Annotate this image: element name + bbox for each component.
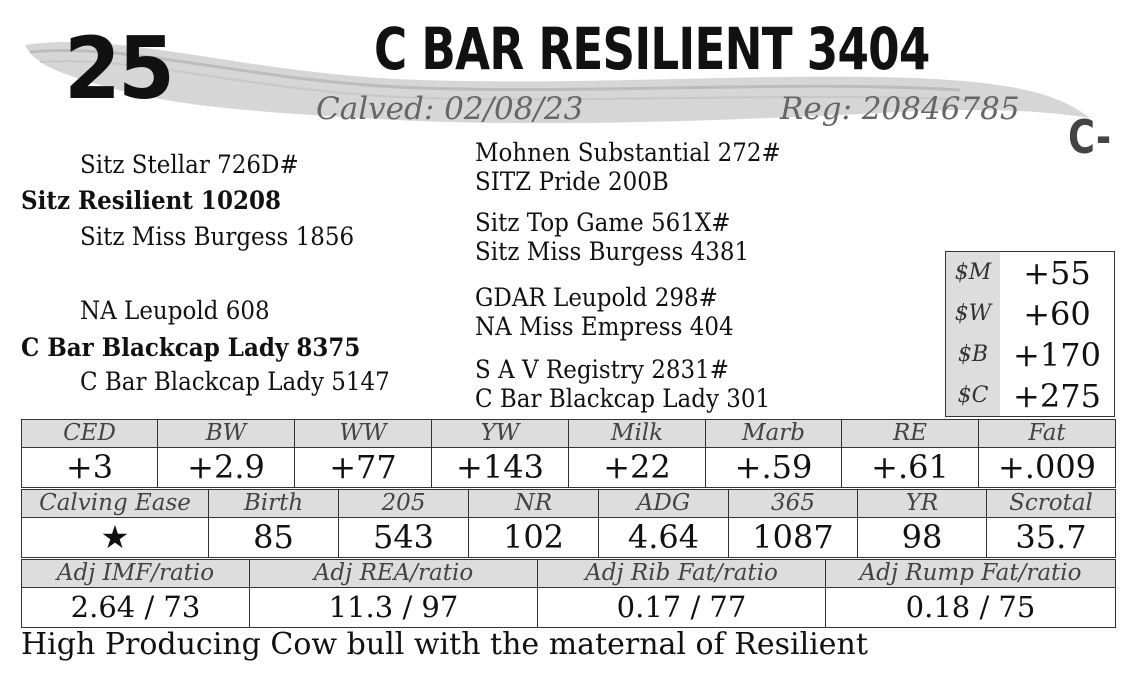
grade-badge: C-: [1068, 110, 1112, 164]
ultrasound-header: Adj REA/ratio: [249, 559, 538, 588]
performance-header: Scrotal: [986, 489, 1116, 518]
great-granddam-2: Sitz Miss Burgess 4381: [475, 237, 750, 266]
performance-header: Birth: [208, 489, 339, 518]
ultrasound-header: Adj Rib Fat/ratio: [537, 559, 826, 588]
ultrasound-value: 2.64 / 73: [21, 587, 250, 628]
epd-header: RE: [841, 419, 979, 448]
index-value: +275: [1013, 376, 1101, 415]
dam: C Bar Blackcap Lady 8375: [21, 333, 361, 362]
great-granddam-4: C Bar Blackcap Lady 301: [475, 384, 771, 413]
performance-value: 35.7: [986, 517, 1116, 558]
ultrasound-header: Adj Rump Fat/ratio: [825, 559, 1116, 588]
great-granddam-1: SITZ Pride 200B: [475, 167, 669, 196]
epd-header: CED: [21, 419, 158, 448]
index-value: +55: [1023, 253, 1091, 292]
registration-number: Reg: 20846785: [780, 91, 1020, 127]
great-grandsire-1: Mohnen Substantial 272#: [475, 138, 781, 167]
index-label: $B: [946, 334, 1000, 375]
index-row: $C +275: [946, 375, 1114, 416]
epd-header: Milk: [568, 419, 706, 448]
epd-value: +.59: [705, 447, 842, 488]
calved-date: Calved: 02/08/23: [316, 91, 584, 127]
performance-value: 102: [468, 517, 599, 558]
performance-value: 543: [338, 517, 469, 558]
epd-value-row: +3 +2.9 +77 +143 +22 +.59 +.61 +.009: [21, 447, 1116, 488]
great-granddam-3: NA Miss Empress 404: [475, 312, 734, 341]
performance-header: Calving Ease: [21, 489, 209, 518]
performance-header: YR: [857, 489, 987, 518]
index-row: $B +170: [946, 334, 1114, 375]
lot-number: 25: [64, 19, 175, 119]
index-row: $M +55: [946, 252, 1114, 293]
ultrasound-value: 11.3 / 97: [249, 587, 538, 628]
ultrasound-table: Adj IMF/ratio Adj REA/ratio Adj Rib Fat/…: [21, 559, 1116, 628]
performance-header-row: Calving Ease Birth 205 NR ADG 365 YR Scr…: [21, 489, 1116, 518]
ultrasound-header-row: Adj IMF/ratio Adj REA/ratio Adj Rib Fat/…: [21, 559, 1116, 588]
epd-value: +.61: [841, 447, 979, 488]
performance-value: 1087: [728, 517, 858, 558]
epd-header: BW: [157, 419, 295, 448]
great-grandsire-4: S A V Registry 2831#: [475, 355, 730, 384]
calving-ease-star-icon: ★: [21, 517, 209, 558]
epd-value: +77: [294, 447, 432, 488]
epd-value: +.009: [978, 447, 1116, 488]
ultrasound-value: 0.17 / 77: [537, 587, 826, 628]
sire-sire: Sitz Stellar 726D#: [80, 150, 299, 179]
index-label: $M: [946, 252, 1000, 293]
index-label: $W: [946, 293, 1000, 334]
ultrasound-header: Adj IMF/ratio: [21, 559, 250, 588]
epd-value: +143: [431, 447, 569, 488]
epd-header-row: CED BW WW YW Milk Marb RE Fat: [21, 419, 1116, 448]
performance-value: 4.64: [598, 517, 729, 558]
great-grandsire-2: Sitz Top Game 561X#: [475, 208, 731, 237]
index-row: $W +60: [946, 293, 1114, 334]
dam-sire: NA Leupold 608: [80, 296, 270, 325]
performance-value: 85: [208, 517, 339, 558]
performance-header: NR: [468, 489, 599, 518]
index-value: +170: [1013, 335, 1101, 374]
epd-value: +2.9: [157, 447, 295, 488]
sire-dam: Sitz Miss Burgess 1856: [80, 222, 355, 251]
ultrasound-value-row: 2.64 / 73 11.3 / 97 0.17 / 77 0.18 / 75: [21, 587, 1116, 628]
swoosh-graphic: [25, 41, 1090, 124]
dollar-index-box: $M +55 $W +60 $B +170 $C +275: [945, 251, 1115, 417]
comment-text: High Producing Cow bull with the materna…: [21, 627, 868, 662]
index-label: $C: [946, 375, 1000, 416]
epd-value: +22: [568, 447, 706, 488]
performance-header: ADG: [598, 489, 729, 518]
performance-header: 205: [338, 489, 469, 518]
epd-header: Marb: [705, 419, 842, 448]
performance-header: 365: [728, 489, 858, 518]
great-grandsire-3: GDAR Leupold 298#: [475, 283, 718, 312]
epd-value: +3: [21, 447, 158, 488]
performance-value: 98: [857, 517, 987, 558]
performance-value-row: ★ 85 543 102 4.64 1087 98 35.7: [21, 517, 1116, 558]
epd-table: CED BW WW YW Milk Marb RE Fat +3 +2.9 +7…: [21, 419, 1116, 488]
performance-table: Calving Ease Birth 205 NR ADG 365 YR Scr…: [21, 489, 1116, 558]
bull-name: C BAR RESILIENT 3404: [374, 15, 930, 83]
sire: Sitz Resilient 10208: [21, 186, 281, 215]
epd-header: WW: [294, 419, 432, 448]
ultrasound-value: 0.18 / 75: [825, 587, 1116, 628]
index-value: +60: [1023, 294, 1091, 333]
epd-header: Fat: [978, 419, 1116, 448]
epd-header: YW: [431, 419, 569, 448]
dam-dam: C Bar Blackcap Lady 5147: [80, 367, 390, 396]
